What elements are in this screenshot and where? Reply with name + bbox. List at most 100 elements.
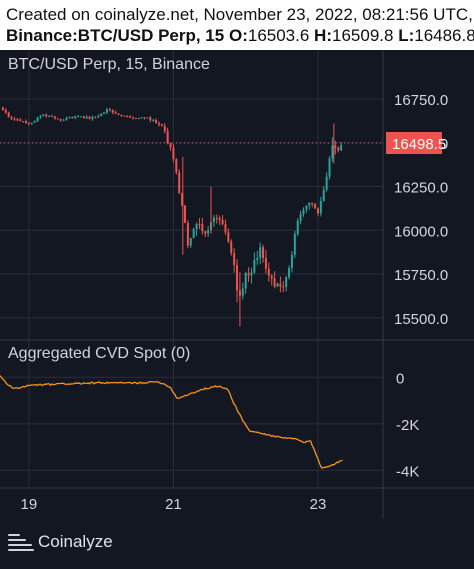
candle-body-89 — [259, 247, 262, 258]
chart-area[interactable]: 16750.016500.016250.016000.015750.015500… — [0, 50, 474, 518]
axis-layer: 16750.016500.016250.016000.015750.015500… — [0, 92, 448, 513]
created-info: Created on coinalyze.net, November 23, 2… — [6, 5, 474, 24]
cvd-series-line — [0, 375, 343, 469]
high-label: H: — [314, 26, 332, 45]
candle-body-48 — [140, 117, 143, 119]
candle-body-15 — [45, 114, 48, 117]
candle-body-62 — [181, 193, 184, 206]
brand[interactable]: Coinalyze — [8, 528, 113, 556]
high-value: 16509.8 — [332, 26, 394, 45]
candle-body-0 — [1, 107, 4, 110]
candle-body-92 — [267, 268, 270, 276]
candle-body-13 — [39, 115, 42, 118]
time-tick-label-21: 21 — [165, 496, 182, 513]
candle-body-76 — [221, 220, 224, 225]
candle-body-24 — [71, 117, 74, 119]
candle-body-98 — [285, 277, 288, 287]
candle-body-53 — [155, 119, 158, 124]
candle-body-9 — [27, 122, 30, 124]
low-label: L: — [398, 26, 415, 45]
candle-body-33 — [97, 115, 100, 118]
candle-body-7 — [22, 121, 25, 123]
candle-body-54 — [157, 123, 160, 125]
candle-body-23 — [68, 117, 71, 119]
symbol-label: Binance:BTC/USD Perp, 15 — [6, 26, 225, 45]
candle-body-96 — [279, 283, 282, 287]
candle-body-22 — [65, 118, 68, 120]
candle-body-79 — [230, 241, 233, 254]
candle-body-10 — [30, 122, 33, 124]
candles-layer — [1, 106, 343, 327]
footer: Coinalyze — [0, 518, 474, 569]
candle-body-106 — [308, 202, 311, 206]
candle-body-109 — [316, 208, 319, 214]
candle-body-111 — [322, 189, 325, 202]
last-price-label: 16498.5 — [392, 136, 446, 153]
candle-body-68 — [198, 224, 201, 226]
candle-body-25 — [74, 116, 77, 119]
candle-body-94 — [273, 278, 276, 287]
cvd-layer — [0, 375, 343, 469]
cvd-tick-label-1: -2K — [396, 417, 419, 434]
candle-body-55 — [160, 124, 163, 126]
candle-body-26 — [77, 116, 80, 118]
candle-body-39 — [114, 112, 117, 114]
candle-body-60 — [175, 159, 178, 173]
candle-body-21 — [62, 119, 65, 121]
candle-body-80 — [233, 253, 236, 266]
candle-body-116 — [337, 147, 340, 151]
candle-body-59 — [172, 147, 175, 160]
candle-body-63 — [183, 205, 186, 223]
candle-body-70 — [204, 230, 207, 234]
ohlc-info: Binance:BTC/USD Perp, 15 O:16503.6 H:165… — [6, 26, 474, 46]
candle-body-32 — [94, 117, 97, 119]
cvd-pane-title: Aggregated CVD Spot (0) — [8, 345, 190, 362]
candle-body-3 — [10, 117, 13, 119]
candle-body-43 — [126, 116, 129, 118]
candle-body-52 — [152, 119, 155, 121]
candle-body-69 — [201, 224, 204, 231]
candle-body-110 — [319, 201, 322, 214]
candle-body-30 — [88, 116, 91, 120]
candle-body-45 — [131, 117, 134, 119]
candle-body-84 — [244, 272, 247, 289]
candle-body-50 — [146, 117, 149, 119]
price-tick-label-2: 16250.0 — [394, 180, 448, 197]
candle-body-99 — [288, 268, 291, 278]
candle-body-14 — [42, 114, 45, 116]
candle-body-61 — [178, 172, 181, 194]
brand-name: Coinalyze — [38, 532, 113, 551]
cvd-tick-label-2: -4K — [396, 463, 419, 480]
candle-body-6 — [19, 119, 22, 122]
candle-body-5 — [16, 119, 19, 121]
candle-body-108 — [314, 203, 317, 209]
chart-svg[interactable]: 16750.016500.016250.016000.015750.015500… — [0, 50, 474, 518]
price-tick-label-3: 16000.0 — [394, 223, 448, 240]
candle-body-87 — [253, 260, 256, 273]
price-tick-label-0: 16750.0 — [394, 92, 448, 109]
candle-body-17 — [51, 115, 54, 117]
candle-body-28 — [82, 116, 85, 119]
candle-body-101 — [293, 233, 296, 255]
last-price-tag — [386, 132, 442, 155]
candle-body-47 — [137, 118, 140, 120]
candle-body-103 — [299, 214, 302, 221]
candle-body-42 — [123, 115, 126, 117]
price-pane-title: BTC/USD Perp, 15, Binance — [8, 56, 210, 73]
candle-body-83 — [241, 288, 244, 296]
candle-body-91 — [264, 257, 267, 269]
candle-body-49 — [143, 117, 146, 119]
candle-body-113 — [328, 158, 331, 177]
candle-body-73 — [212, 217, 215, 223]
candle-body-12 — [36, 117, 39, 122]
candle-body-40 — [117, 113, 120, 115]
chart-header: Created on coinalyze.net, November 23, 2… — [0, 0, 474, 50]
candle-body-75 — [218, 218, 221, 221]
candle-body-31 — [91, 117, 94, 120]
candle-body-112 — [325, 176, 328, 190]
candle-body-37 — [108, 109, 111, 111]
candle-body-1 — [4, 109, 7, 113]
candle-body-95 — [276, 283, 279, 287]
candle-body-16 — [48, 115, 51, 117]
candle-body-86 — [250, 272, 253, 276]
